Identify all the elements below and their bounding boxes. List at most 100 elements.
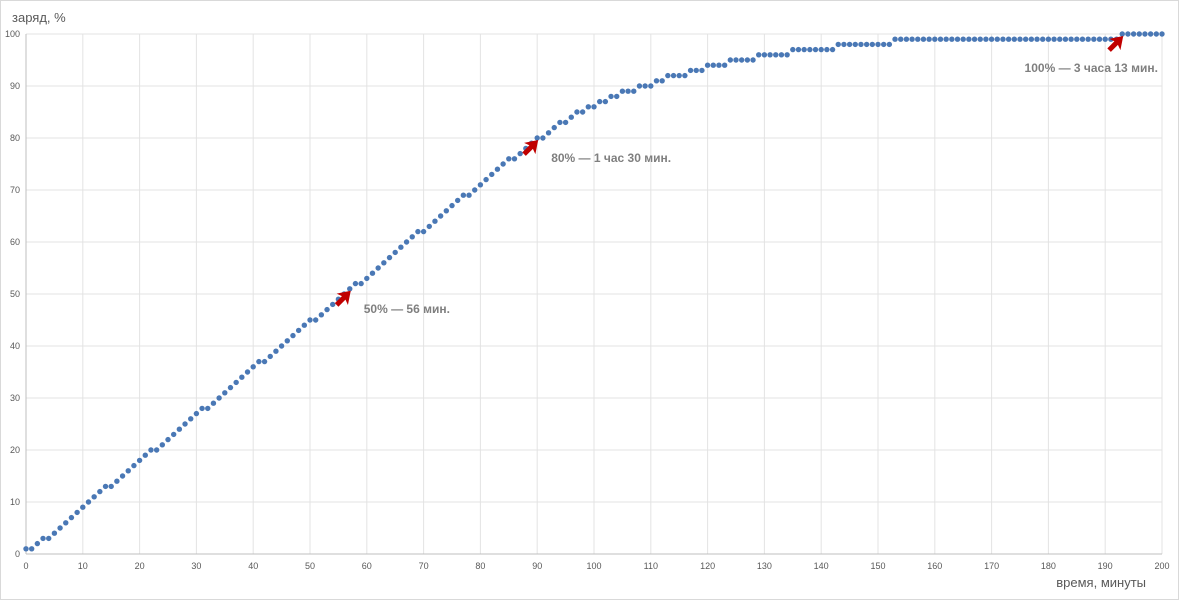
data-point: [619, 88, 626, 94]
data-point: [1153, 31, 1160, 37]
data-point: [369, 270, 376, 276]
y-tick-label: 70: [10, 185, 20, 195]
data-point: [74, 509, 80, 516]
data-point: [676, 72, 682, 79]
data-point: [136, 457, 143, 464]
data-point: [648, 83, 654, 89]
data-point: [46, 535, 52, 542]
data-point: [920, 36, 927, 42]
data-point: [295, 327, 302, 334]
data-point: [988, 36, 995, 42]
data-point: [97, 488, 103, 495]
y-tick-label: 100: [5, 29, 20, 39]
data-point: [517, 150, 523, 157]
data-point: [1000, 36, 1006, 42]
data-point: [1028, 36, 1035, 42]
data-point: [494, 166, 501, 172]
data-point: [125, 468, 131, 474]
data-point: [693, 67, 699, 74]
data-point: [880, 41, 887, 48]
data-point: [239, 374, 245, 380]
x-tick-label: 0: [23, 561, 28, 571]
data-point: [489, 171, 495, 178]
data-point: [665, 72, 671, 79]
data-point: [40, 535, 46, 542]
x-tick-label: 10: [78, 561, 88, 571]
y-tick-label: 50: [10, 289, 20, 299]
data-point: [557, 119, 563, 126]
data-point: [903, 36, 910, 42]
y-tick-label: 80: [10, 133, 20, 143]
data-point: [551, 124, 557, 131]
annotations: 50% — 56 мин. 80% — 1 час 30 мин. 100% — 3…: [334, 36, 1158, 316]
data-point: [261, 358, 268, 365]
data-point: [153, 447, 160, 453]
data-point: [579, 109, 586, 115]
data-point: [846, 41, 853, 48]
annotation-label: 50% — 56 мин.: [364, 302, 450, 316]
data-point: [954, 36, 961, 42]
data-point: [500, 161, 506, 167]
data-point: [159, 442, 166, 448]
data-point: [273, 348, 279, 354]
data-point: [898, 36, 904, 42]
data-point: [721, 62, 728, 68]
data-point: [466, 192, 472, 198]
data-point: [182, 421, 188, 427]
data-point: [392, 249, 398, 256]
data-point: [545, 130, 552, 136]
data-point: [852, 41, 858, 48]
x-tick-label: 90: [532, 561, 542, 571]
annotation-arrow: [1107, 36, 1124, 52]
data-point: [738, 57, 745, 63]
data-point: [653, 78, 660, 84]
data-point: [119, 473, 126, 479]
data-point: [85, 499, 92, 505]
grid-lines: [26, 33, 1163, 554]
data-point: [829, 46, 836, 53]
data-point: [375, 265, 381, 271]
axes: [25, 34, 1162, 555]
data-point: [801, 46, 807, 53]
x-tick-label: 170: [984, 561, 999, 571]
data-point: [1045, 36, 1052, 42]
data-point: [409, 234, 415, 240]
data-point: [1040, 36, 1046, 42]
data-point: [1147, 31, 1154, 37]
data-point: [795, 46, 802, 53]
y-tick-label: 30: [10, 393, 20, 403]
data-point: [347, 286, 353, 292]
data-point: [301, 322, 308, 328]
x-tick-label: 190: [1098, 561, 1113, 571]
data-point: [756, 52, 762, 58]
data-point: [983, 36, 989, 42]
data-point: [256, 358, 262, 365]
y-tick-label: 40: [10, 341, 20, 351]
data-point: [193, 410, 200, 417]
data-point: [483, 176, 489, 183]
data-point: [790, 46, 796, 53]
data-point: [1142, 31, 1148, 37]
data-point: [971, 36, 978, 42]
x-tick-label: 100: [586, 561, 601, 571]
data-point: [949, 36, 955, 42]
data-point: [886, 41, 893, 48]
data-point: [767, 52, 773, 58]
data-point: [744, 57, 751, 63]
data-point: [784, 52, 790, 58]
x-tick-labels: 0 10 20 30 40 50 60 70 80 90 100 110 120 130 140 150 160…: [23, 561, 1169, 571]
data-point: [1119, 31, 1125, 37]
data-point: [312, 317, 319, 323]
data-point: [426, 223, 432, 230]
y-tick-label: 0: [15, 549, 20, 559]
data-point: [34, 540, 41, 547]
data-point: [244, 369, 251, 375]
data-point: [216, 395, 222, 401]
data-point: [250, 364, 256, 370]
data-point: [687, 67, 694, 74]
arrow-icon: [334, 290, 351, 307]
data-point: [437, 213, 444, 219]
data-point: [432, 218, 438, 224]
data-point: [108, 483, 114, 490]
